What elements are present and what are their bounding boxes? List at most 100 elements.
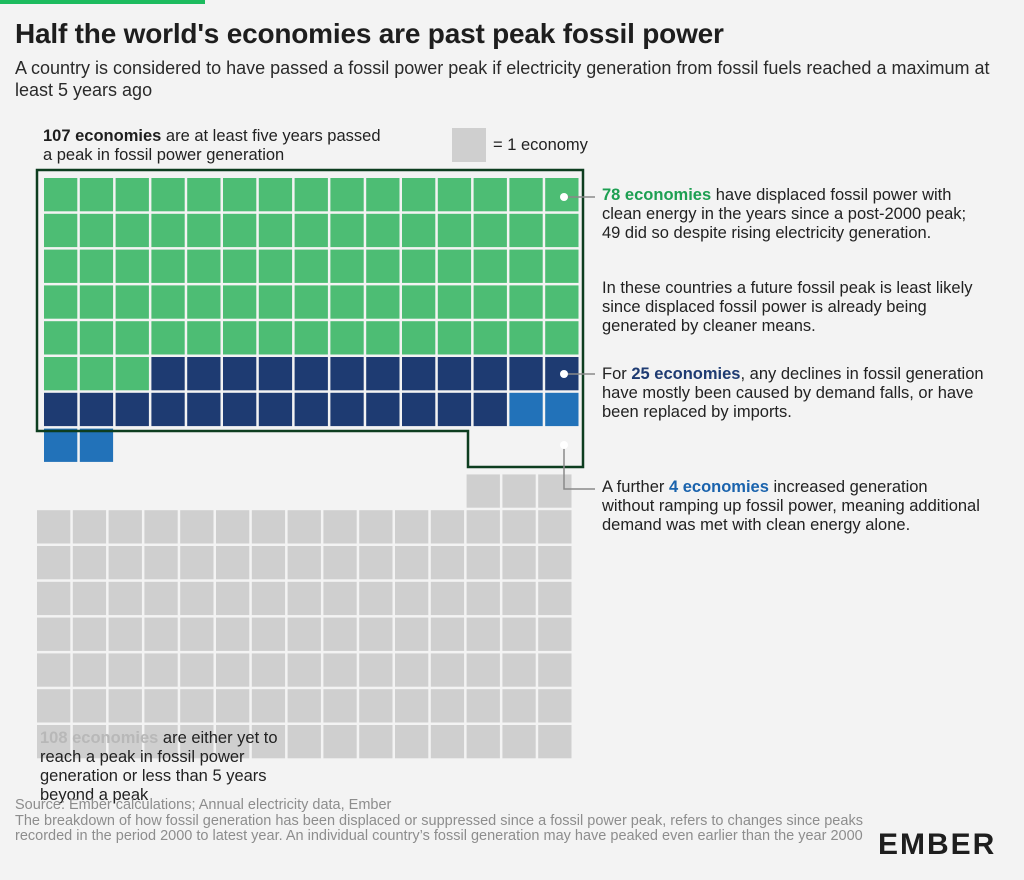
waffle-cell bbox=[72, 617, 107, 651]
waffle-cell bbox=[287, 725, 321, 759]
waffle-cell bbox=[294, 357, 328, 391]
waffle-cell bbox=[473, 285, 507, 319]
waffle-cell bbox=[187, 213, 221, 248]
waffle-cell bbox=[538, 510, 572, 544]
waffle-cells bbox=[37, 178, 579, 759]
waffle-cell bbox=[251, 510, 286, 544]
waffle-cell bbox=[294, 392, 328, 427]
waffle-cell bbox=[108, 617, 142, 651]
legend-label: = 1 economy bbox=[493, 136, 588, 154]
waffle-cell bbox=[258, 357, 293, 391]
waffle-cell bbox=[395, 653, 429, 687]
waffle-cell bbox=[79, 178, 114, 212]
waffle-cell bbox=[323, 653, 357, 687]
waffle-cell bbox=[545, 285, 579, 319]
waffle-cell bbox=[509, 357, 543, 391]
waffle-cell bbox=[223, 392, 257, 427]
waffle-cell bbox=[180, 510, 214, 544]
waffle-cell bbox=[502, 689, 536, 723]
waffle-cell bbox=[437, 321, 472, 355]
annotation-not-past-count: 108 economies bbox=[40, 729, 159, 747]
waffle-cell bbox=[44, 321, 78, 355]
annotation-declines: For 25 economies, any declines in fossil… bbox=[602, 365, 1007, 422]
waffle-cell bbox=[366, 213, 400, 248]
waffle-cell bbox=[359, 617, 393, 651]
waffle-cell bbox=[545, 249, 579, 283]
annotation-increased-count: 4 economies bbox=[668, 478, 769, 496]
waffle-cell bbox=[115, 357, 149, 391]
waffle-cell bbox=[402, 249, 436, 283]
waffle-cell bbox=[287, 689, 321, 723]
waffle-cell bbox=[79, 213, 114, 248]
footer: Source: Ember calculations; Annual elect… bbox=[15, 797, 875, 845]
waffle-cell bbox=[37, 510, 71, 544]
waffle-cell bbox=[509, 178, 543, 212]
waffle-cell bbox=[37, 689, 71, 723]
waffle-cell bbox=[223, 357, 257, 391]
waffle-cell bbox=[223, 285, 257, 319]
waffle-cell bbox=[323, 617, 357, 651]
waffle-cell bbox=[473, 178, 507, 212]
waffle-cell bbox=[437, 178, 472, 212]
waffle-cell bbox=[115, 392, 149, 427]
waffle-cell bbox=[359, 510, 393, 544]
waffle-cell bbox=[72, 546, 107, 580]
waffle-cell bbox=[538, 546, 572, 580]
chart-subtitle: A country is considered to have passed a… bbox=[15, 58, 990, 100]
waffle-cell bbox=[287, 617, 321, 651]
waffle-cell bbox=[72, 581, 107, 616]
waffle-cell bbox=[538, 725, 572, 759]
waffle-cell bbox=[72, 653, 107, 687]
annotation-clean-displaced: 78 economies have displaced fossil power… bbox=[602, 186, 982, 243]
waffle-cell bbox=[330, 213, 364, 248]
waffle-cell bbox=[108, 546, 142, 580]
waffle-cell bbox=[151, 285, 185, 319]
waffle-cell bbox=[44, 357, 78, 391]
waffle-cell bbox=[395, 581, 429, 616]
waffle-cell bbox=[437, 285, 472, 319]
past-peak-outline bbox=[35, 168, 585, 469]
waffle-cell bbox=[466, 653, 500, 687]
waffle-cell bbox=[538, 474, 572, 508]
waffle-cell bbox=[79, 428, 114, 462]
waffle-cell bbox=[79, 357, 114, 391]
waffle-cell bbox=[115, 178, 149, 212]
waffle-cell bbox=[437, 392, 472, 427]
waffle-cell bbox=[330, 178, 364, 212]
waffle-cell bbox=[366, 285, 400, 319]
waffle-cell bbox=[37, 617, 71, 651]
waffle-cell bbox=[44, 428, 78, 462]
waffle-cell bbox=[79, 321, 114, 355]
waffle-cell bbox=[44, 285, 78, 319]
waffle-cell bbox=[216, 617, 250, 651]
ember-logo: EMBER bbox=[878, 828, 997, 861]
waffle-cell bbox=[258, 392, 293, 427]
waffle-cell bbox=[108, 725, 142, 759]
annotation-clean-note: In these countries a future fossil peak … bbox=[602, 279, 973, 335]
annotation-declines-count: 25 economies bbox=[631, 365, 741, 383]
waffle-cell bbox=[366, 321, 400, 355]
waffle-cell bbox=[402, 392, 436, 427]
waffle-cell bbox=[323, 546, 357, 580]
waffle-cell bbox=[509, 392, 543, 427]
waffle-cell bbox=[187, 357, 221, 391]
waffle-cell bbox=[187, 178, 221, 212]
waffle-cell bbox=[223, 213, 257, 248]
waffle-cell bbox=[473, 392, 507, 427]
waffle-cell bbox=[395, 725, 429, 759]
annotation-increased-text: increased generation without ramping up … bbox=[602, 478, 980, 534]
annotation-not-past: 108 economies are either yet to reach a … bbox=[40, 729, 310, 805]
waffle-cell bbox=[115, 321, 149, 355]
annotation-declines-pre: For bbox=[602, 365, 632, 383]
waffle-cell bbox=[151, 321, 185, 355]
waffle-cell bbox=[430, 725, 465, 759]
waffle-cell bbox=[330, 249, 364, 283]
leader-line bbox=[563, 445, 595, 490]
waffle-cell bbox=[144, 689, 178, 723]
waffle-cell bbox=[216, 581, 250, 616]
waffle-cell bbox=[72, 689, 107, 723]
waffle-cell bbox=[502, 581, 536, 616]
waffle-cell bbox=[330, 357, 364, 391]
waffle-cell bbox=[366, 392, 400, 427]
